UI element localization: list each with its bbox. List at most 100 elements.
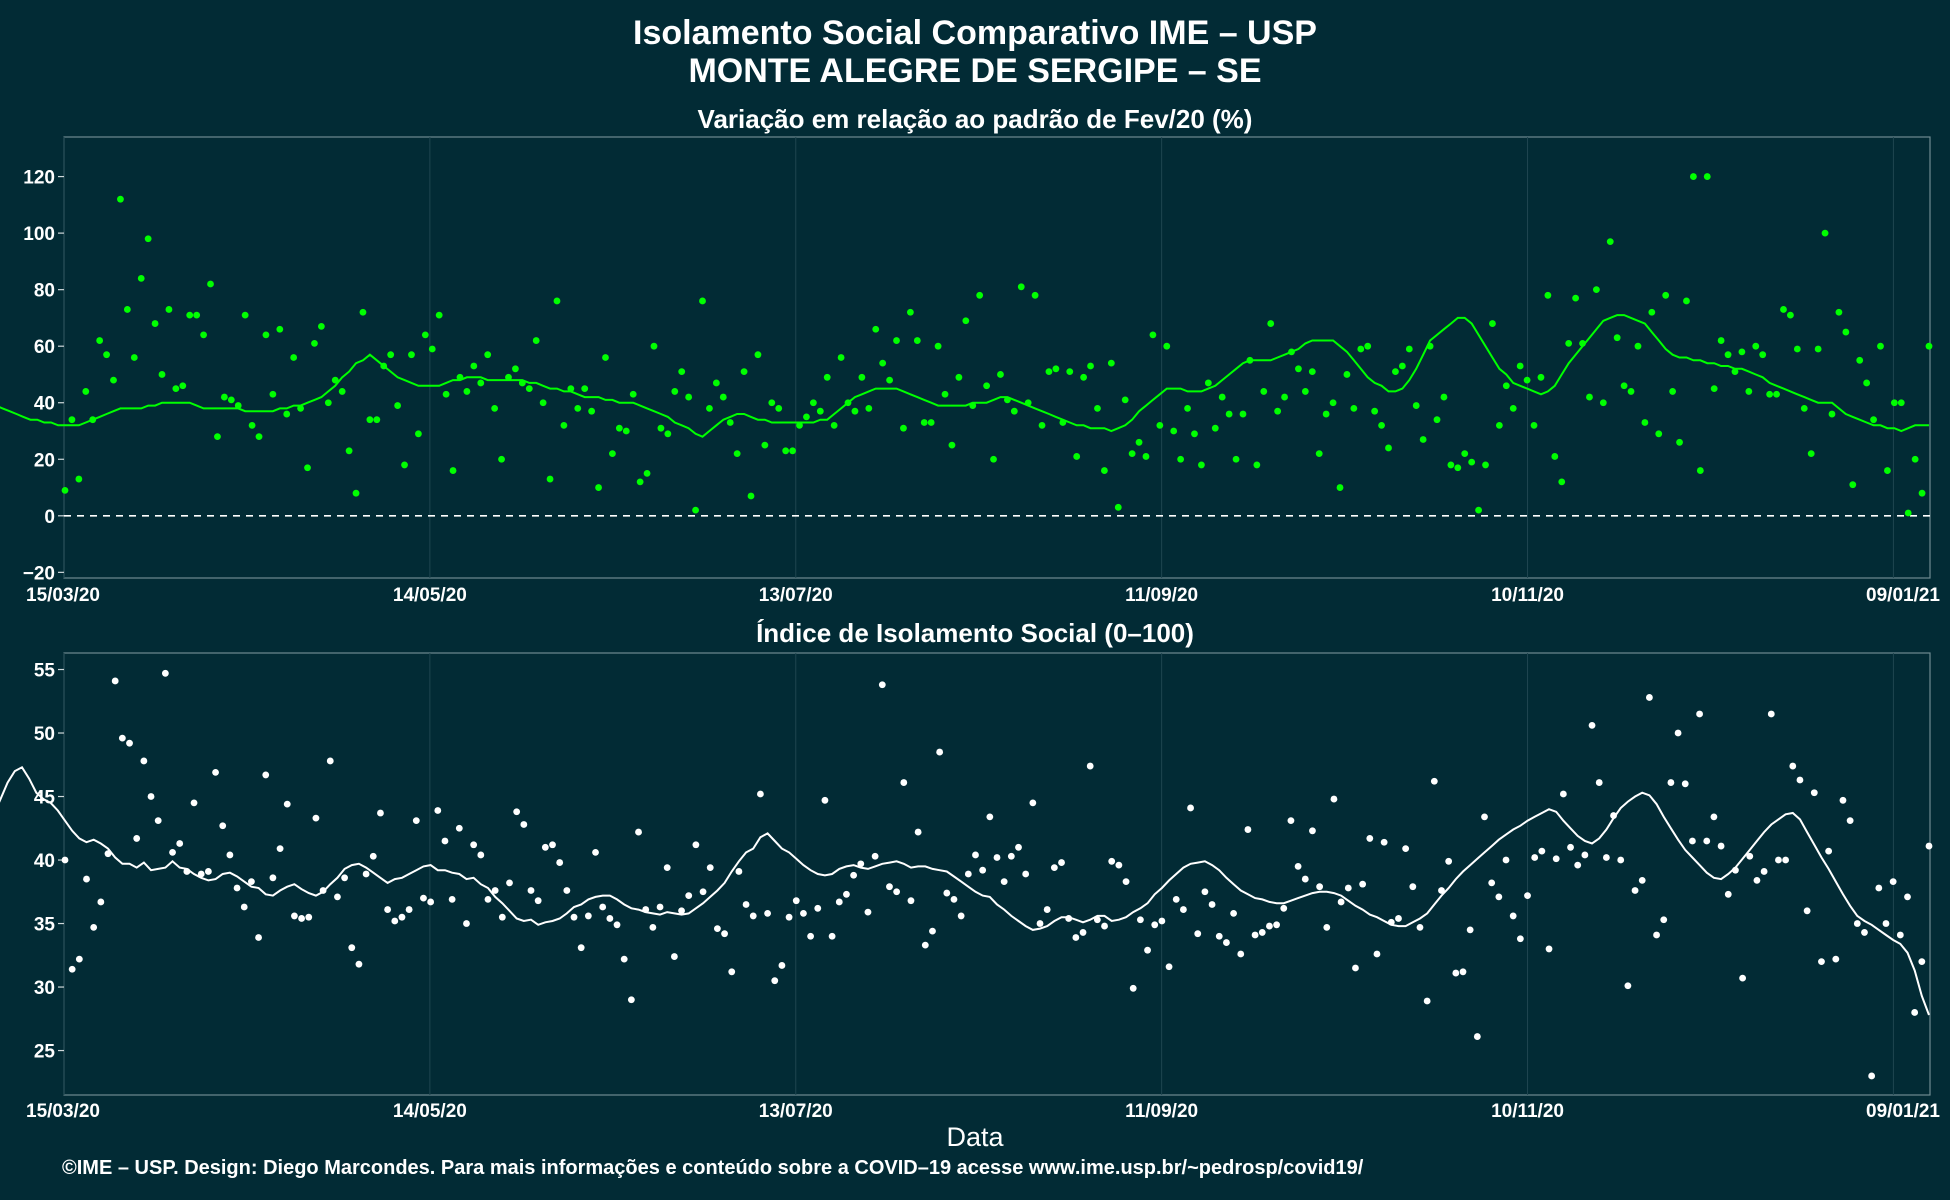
data-point	[1452, 969, 1460, 977]
data-point	[678, 368, 686, 376]
plot-area-1	[63, 136, 1931, 579]
data-point	[1559, 790, 1567, 798]
data-point	[477, 379, 485, 387]
data-point	[886, 883, 893, 891]
data-point	[1746, 852, 1754, 860]
data-point	[1696, 710, 1703, 718]
data-point	[906, 308, 914, 316]
y-tick-label: 50	[34, 724, 55, 745]
moving-average-line	[0, 314, 1929, 438]
data-point	[742, 901, 750, 908]
data-point	[1101, 467, 1108, 474]
data-point	[1079, 929, 1087, 936]
data-point	[1329, 399, 1337, 407]
data-point	[442, 390, 450, 398]
data-point	[1380, 838, 1388, 846]
data-point	[785, 913, 793, 921]
data-point	[248, 421, 256, 429]
data-point	[1344, 884, 1352, 892]
data-point	[408, 351, 415, 359]
data-point	[642, 906, 650, 913]
data-point	[1586, 393, 1593, 401]
data-point	[1405, 345, 1413, 353]
data-point	[549, 841, 556, 849]
data-point	[1516, 935, 1524, 943]
data-point	[1638, 876, 1646, 884]
data-point	[1882, 920, 1890, 927]
data-point	[1165, 963, 1173, 971]
data-point	[1773, 390, 1780, 398]
data-point	[574, 404, 582, 412]
data-point	[161, 669, 169, 677]
data-point	[809, 399, 817, 407]
y-tick-label: 100	[23, 224, 55, 245]
data-point	[144, 235, 152, 243]
data-point	[1904, 893, 1911, 901]
data-point	[1080, 373, 1088, 381]
data-point	[1022, 870, 1030, 878]
data-point	[719, 393, 727, 401]
data-point	[830, 421, 838, 429]
x-tick-label: 14/05/20	[393, 1101, 467, 1122]
data-point	[664, 430, 672, 438]
data-point	[506, 879, 513, 887]
data-point	[692, 841, 700, 849]
data-point	[1602, 854, 1610, 861]
data-point	[317, 323, 325, 330]
data-point	[1402, 845, 1410, 852]
data-point	[1295, 365, 1302, 373]
data-point	[976, 291, 984, 299]
data-point	[1690, 173, 1697, 180]
data-point	[986, 813, 994, 821]
data-point	[1031, 291, 1039, 299]
data-point	[993, 854, 1001, 861]
y-tick-label: 55	[34, 661, 56, 682]
data-point	[352, 489, 360, 497]
data-point	[1610, 812, 1617, 819]
data-point	[643, 470, 651, 477]
data-point	[512, 365, 519, 373]
data-point	[341, 874, 348, 882]
data-point	[699, 888, 707, 896]
data-point	[678, 907, 685, 915]
data-point	[685, 892, 693, 899]
data-point	[355, 960, 363, 968]
data-point	[771, 977, 779, 985]
data-point	[1599, 399, 1607, 407]
data-point	[463, 920, 470, 927]
data-point	[1870, 416, 1877, 424]
data-point	[757, 790, 764, 798]
data-point	[913, 337, 921, 344]
data-point	[1215, 932, 1223, 940]
data-point	[1466, 926, 1474, 934]
data-point	[137, 274, 145, 282]
data-point	[1273, 921, 1280, 929]
data-point	[97, 898, 105, 906]
data-point	[1681, 780, 1689, 788]
data-point	[1246, 356, 1254, 364]
data-point	[75, 955, 83, 963]
data-point	[1775, 856, 1782, 864]
data-point	[1065, 915, 1073, 922]
data-point	[1433, 416, 1441, 424]
data-point	[733, 450, 741, 458]
data-point	[1653, 931, 1660, 939]
data-point	[740, 368, 748, 376]
data-point	[484, 351, 492, 359]
data-point	[649, 923, 657, 931]
data-point	[68, 965, 76, 973]
data-point	[581, 385, 589, 392]
data-point	[1739, 974, 1746, 982]
data-point	[712, 379, 720, 387]
data-point	[592, 849, 599, 856]
data-point	[1641, 419, 1649, 426]
data-point	[455, 824, 463, 832]
x-axis-label: Data	[946, 1122, 1004, 1152]
data-point	[1045, 368, 1053, 376]
data-point	[1151, 921, 1159, 929]
data-point	[359, 308, 367, 316]
data-point	[878, 681, 886, 689]
data-point	[1194, 930, 1202, 938]
data-point	[513, 808, 521, 816]
data-point	[871, 852, 879, 860]
